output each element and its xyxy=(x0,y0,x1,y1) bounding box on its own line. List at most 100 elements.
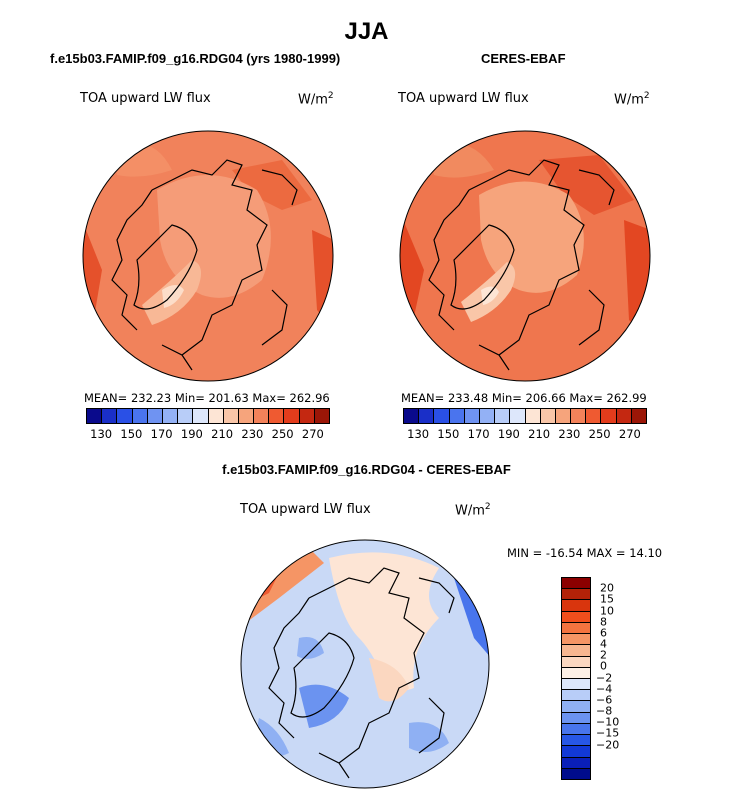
colorbar-box xyxy=(87,409,103,423)
colorbar-tick-label: 150 xyxy=(437,427,460,441)
colorbar-box xyxy=(562,735,590,747)
colorbar-box xyxy=(601,409,617,423)
model-stats: MEAN= 232.23 Min= 201.63 Max= 262.96 xyxy=(84,391,330,405)
colorbar-box xyxy=(562,678,590,691)
colorbar-tick-label: 190 xyxy=(497,427,520,441)
colorbar-box xyxy=(314,409,329,423)
diff-colorbar-labels: 20 15 10 8 6 4 2 0 −2 −4 −6 −8 −10 −15 −20 xyxy=(596,577,636,778)
diff-field-cool xyxy=(409,722,449,752)
colorbar-tick-label: 2 xyxy=(600,648,607,662)
colorbar-box xyxy=(132,409,148,423)
colorbar-box xyxy=(631,409,646,423)
colorbar-box xyxy=(562,768,590,779)
model-colorbar xyxy=(86,408,330,424)
colorbar-box xyxy=(562,690,590,702)
diff-coastline xyxy=(268,567,425,779)
obs-variable-label: TOA upward LW flux xyxy=(398,91,529,106)
colorbar-tick-label: 270 xyxy=(301,427,324,441)
colorbar-tick-label: 230 xyxy=(558,427,581,441)
model-variable-label: TOA upward LW flux xyxy=(80,91,211,106)
model-field-cool xyxy=(162,285,184,308)
diff-field-cool xyxy=(297,637,324,659)
colorbar-tick-label: −2 xyxy=(596,671,613,684)
obs-units-label: W/m2 xyxy=(614,91,650,108)
model-panel-title: f.e15b03.FAMIP.f09_g16.RDG04 (yrs 1980-1… xyxy=(50,51,341,66)
colorbar-box xyxy=(419,409,435,423)
colorbar-box xyxy=(562,611,590,623)
diff-units-label: W/m2 xyxy=(455,502,491,519)
colorbar-box xyxy=(238,409,255,423)
colorbar-box xyxy=(434,409,450,423)
colorbar-tick-label: −6 xyxy=(596,693,613,707)
obs-panel-title: CERES-EBAF xyxy=(481,51,566,66)
diff-field-neutral xyxy=(369,658,409,702)
colorbar-tick-label: 250 xyxy=(588,427,611,441)
model-colorbar-labels: 130 150 170 190 210 230 250 270 xyxy=(86,427,328,443)
colorbar-box xyxy=(562,645,590,657)
colorbar-box xyxy=(284,409,300,423)
colorbar-box xyxy=(479,409,496,423)
colorbar-tick-label: −10 xyxy=(596,715,620,729)
diff-colorbar xyxy=(561,577,591,780)
model-coastline xyxy=(133,224,198,310)
colorbar-box xyxy=(562,667,590,679)
colorbar-tick-label: 15 xyxy=(600,592,614,606)
colorbar-box xyxy=(562,746,590,758)
colorbar-tick-label: 4 xyxy=(600,637,607,651)
colorbar-box xyxy=(254,409,270,423)
colorbar-box xyxy=(223,409,239,423)
colorbar-box xyxy=(562,701,590,713)
colorbar-tick-label: 250 xyxy=(271,427,294,441)
model-coastline xyxy=(261,169,298,346)
colorbar-tick-label: 0 xyxy=(600,659,607,673)
colorbar-box xyxy=(464,409,480,423)
colorbar-box xyxy=(449,409,465,423)
model-field-warm xyxy=(232,160,312,210)
colorbar-box xyxy=(562,600,590,612)
colorbar-box xyxy=(102,409,118,423)
colorbar-box xyxy=(562,589,590,601)
colorbar-box xyxy=(562,634,590,646)
colorbar-tick-label: 150 xyxy=(120,427,143,441)
diff-field-neutral xyxy=(329,552,439,691)
main-title: JJA xyxy=(344,18,389,45)
colorbar-box xyxy=(562,622,590,635)
colorbar-tick-label: 210 xyxy=(528,427,551,441)
obs-colorbar xyxy=(403,408,647,424)
colorbar-box xyxy=(555,409,572,423)
colorbar-tick-label: 10 xyxy=(600,604,614,617)
model-units-label: W/m2 xyxy=(298,91,334,108)
obs-polar-map xyxy=(399,130,651,382)
colorbar-box xyxy=(540,409,556,423)
colorbar-box xyxy=(495,409,511,423)
colorbar-box xyxy=(299,409,315,423)
model-polar-map xyxy=(82,130,334,382)
colorbar-tick-label: −4 xyxy=(596,682,613,696)
colorbar-box xyxy=(571,409,587,423)
colorbar-tick-label: 20 xyxy=(600,581,614,595)
colorbar-box xyxy=(586,409,602,423)
colorbar-box xyxy=(404,409,420,423)
colorbar-box xyxy=(510,409,526,423)
obs-coastline xyxy=(428,159,585,371)
colorbar-tick-label: −8 xyxy=(596,704,613,718)
obs-coastline xyxy=(450,224,515,310)
colorbar-tick-label: 170 xyxy=(150,427,173,441)
diff-variable-label: TOA upward LW flux xyxy=(240,502,371,517)
colorbar-box xyxy=(562,656,590,668)
colorbar-tick-label: 8 xyxy=(600,615,607,629)
colorbar-tick-label: 170 xyxy=(467,427,490,441)
obs-colorbar-labels: 130 150 170 190 210 230 250 270 xyxy=(403,427,645,443)
colorbar-box xyxy=(562,712,590,724)
colorbar-box xyxy=(162,409,179,423)
colorbar-box xyxy=(562,757,590,769)
colorbar-box xyxy=(562,723,590,736)
diff-coastline xyxy=(290,632,355,718)
obs-coastline xyxy=(578,169,615,346)
colorbar-box xyxy=(562,578,590,590)
colorbar-tick-label: 210 xyxy=(211,427,234,441)
model-coastline xyxy=(111,159,268,371)
colorbar-box xyxy=(193,409,209,423)
diff-coastline xyxy=(418,577,455,754)
diff-stats: MIN = -16.54 MAX = 14.10 xyxy=(507,546,663,560)
